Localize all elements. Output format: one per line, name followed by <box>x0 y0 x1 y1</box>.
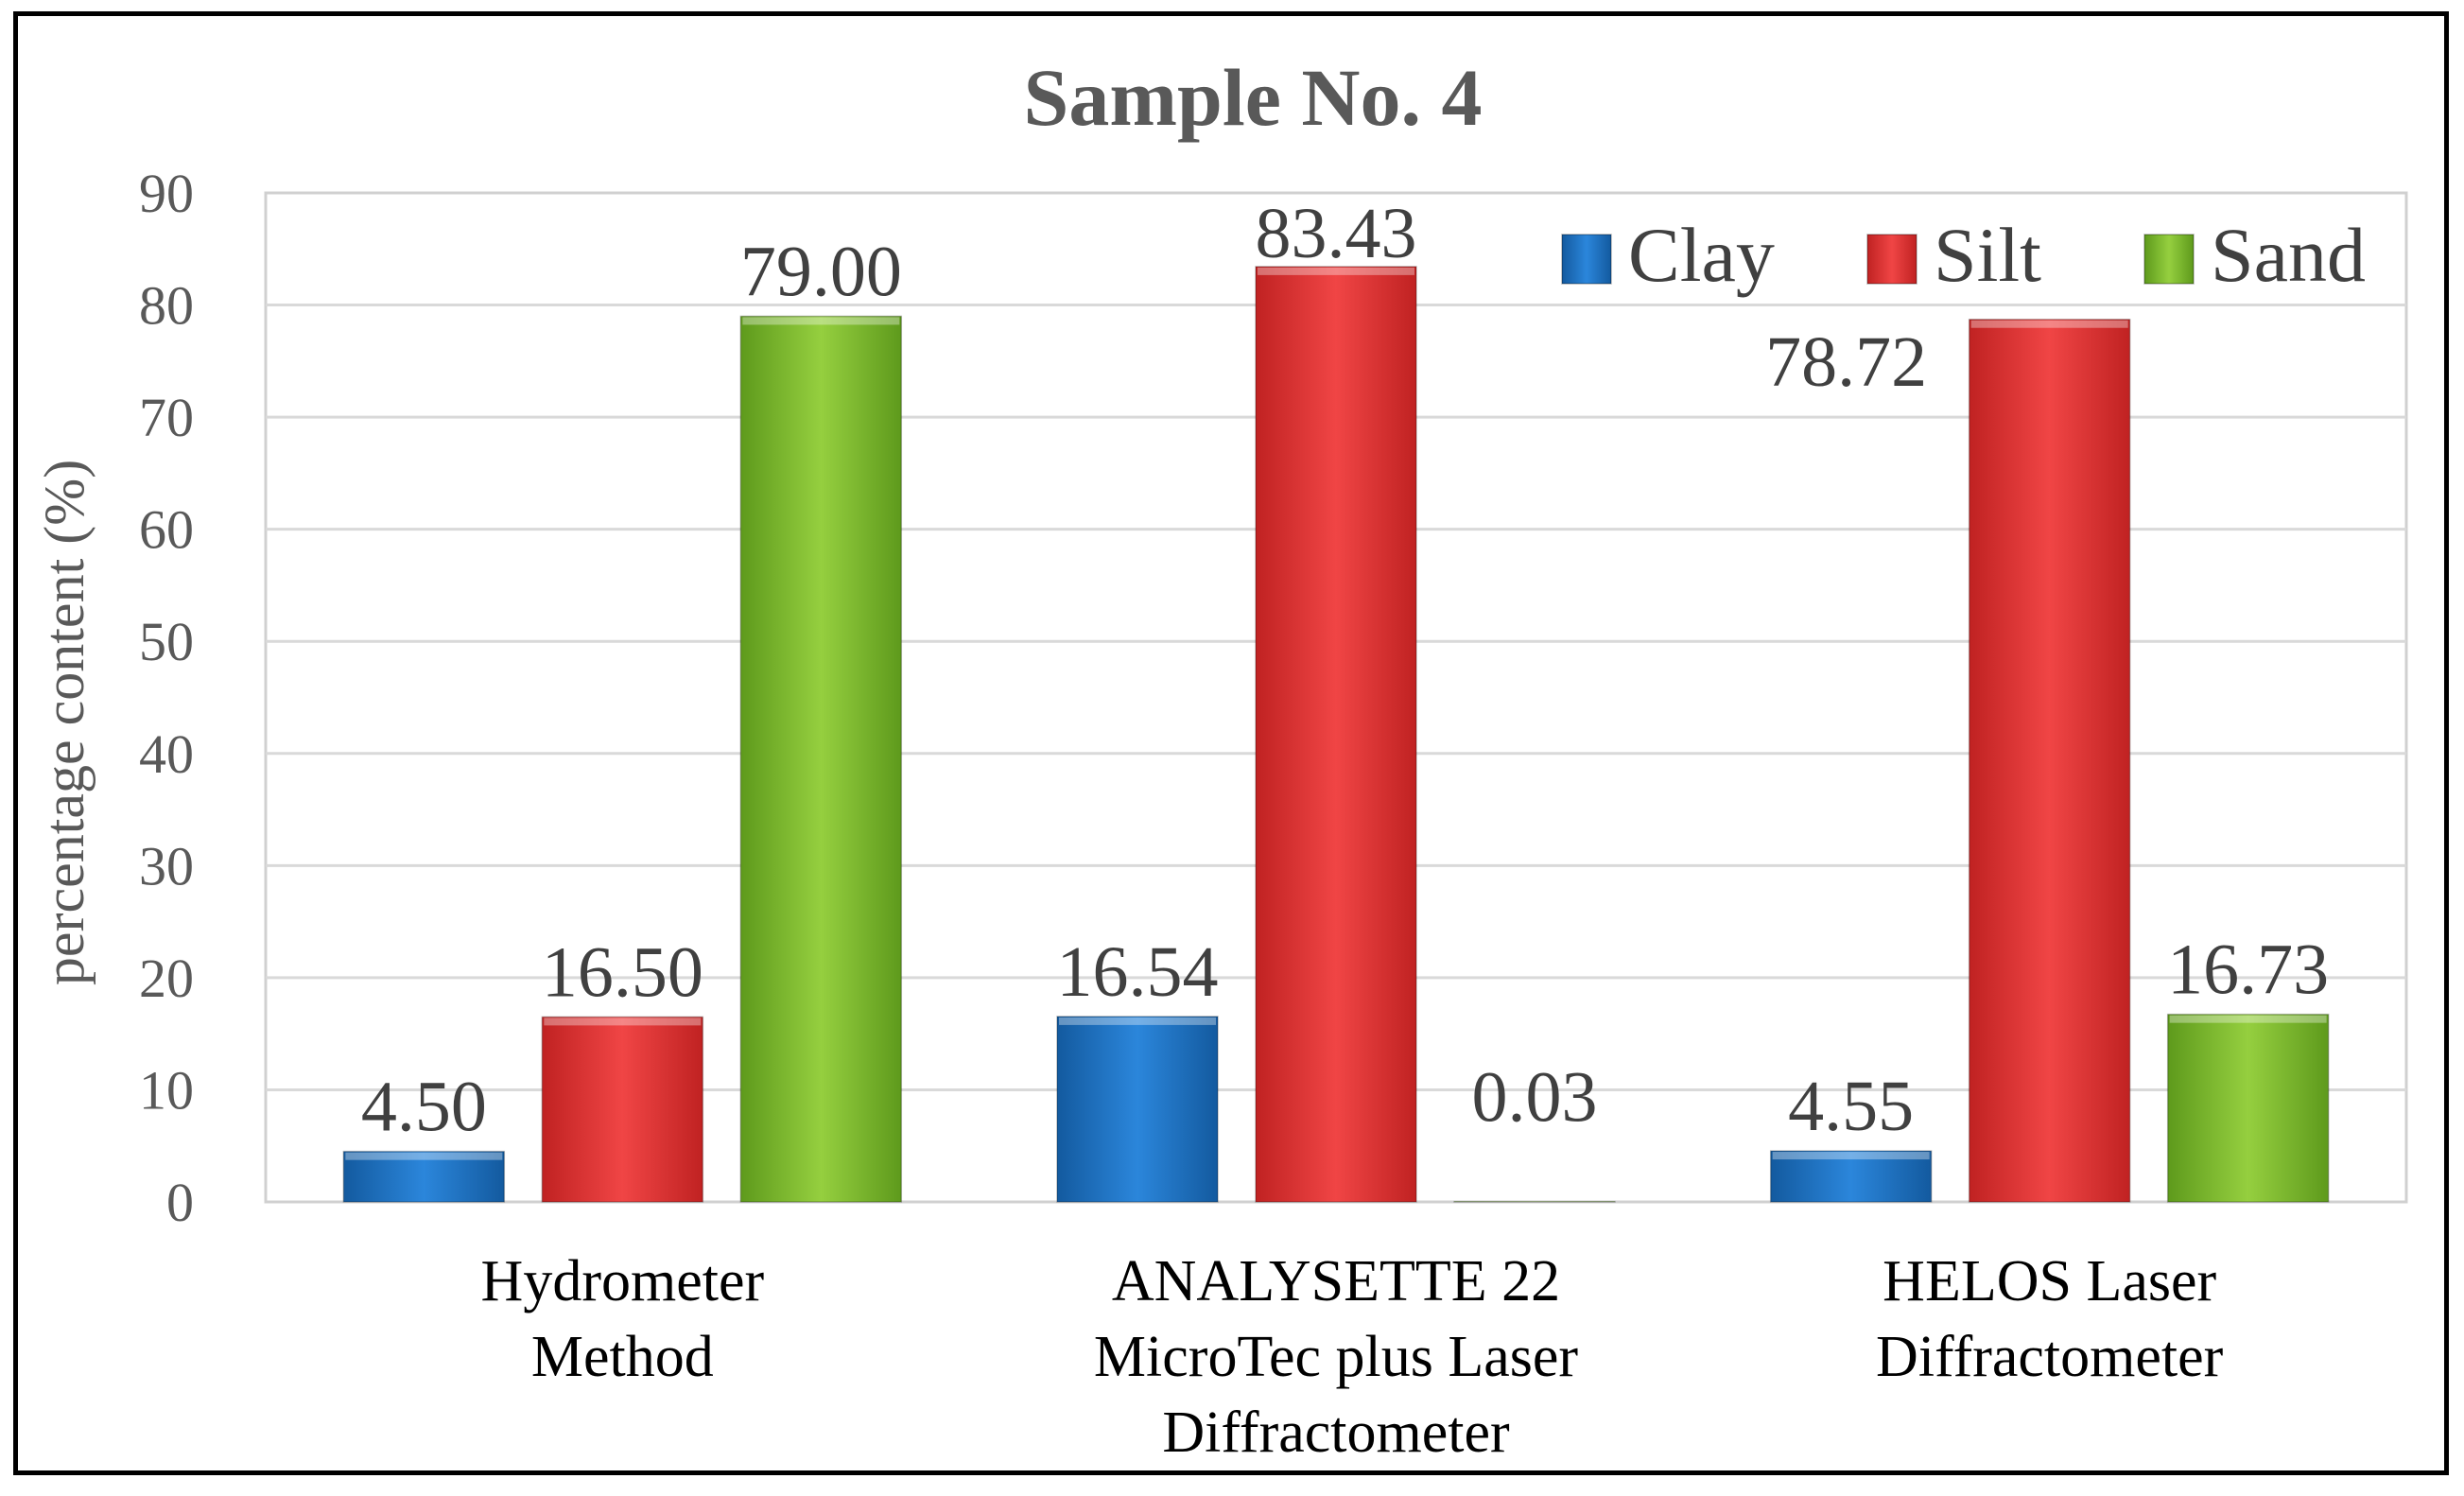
bar-highlight <box>1970 320 2128 328</box>
y-axis-ticks: 0 10 20 30 40 50 60 70 80 90 <box>139 163 194 1233</box>
y-tick-label: 40 <box>139 723 194 785</box>
bar-highlight <box>1772 1152 1930 1160</box>
legend-swatch-clay <box>1561 234 1612 285</box>
x-tick-label: ANALYSETTE 22 <box>1112 1249 1560 1313</box>
data-label: 4.55 <box>1788 1067 1914 1146</box>
y-tick-label: 60 <box>139 499 194 561</box>
x-tick-label: Diffractometer <box>1876 1325 2224 1389</box>
bars <box>342 266 2330 1203</box>
data-label: 4.50 <box>361 1068 487 1147</box>
bar-silt <box>541 1016 704 1203</box>
data-label: 78.72 <box>1765 322 1927 402</box>
bar-clay <box>1056 1016 1219 1203</box>
bar-highlight <box>345 1152 503 1160</box>
data-label: 0.03 <box>1472 1058 1598 1138</box>
bar-highlight <box>1258 267 1414 275</box>
y-tick-label: 20 <box>139 948 194 1009</box>
data-labels: 4.50 16.50 79.00 16.54 83.43 0.03 4.55 78.72 16.… <box>361 194 2329 1147</box>
legend: Clay Silt Sand <box>1561 212 2366 298</box>
x-tick-label: Diffractometer <box>1162 1400 1510 1465</box>
x-tick-label: MicroTec plus Laser <box>1094 1325 1578 1389</box>
y-tick-label: 0 <box>166 1172 194 1233</box>
bar-highlight <box>1059 1017 1216 1025</box>
bar-clay <box>342 1150 506 1203</box>
y-tick-label: 80 <box>139 275 194 337</box>
legend-swatch-silt <box>1866 234 1917 285</box>
legend-label-sand: Sand <box>2211 212 2366 298</box>
y-tick-label: 50 <box>139 611 194 672</box>
bar-highlight <box>742 317 900 325</box>
bar-clay <box>1769 1150 1933 1203</box>
data-label: 16.73 <box>2167 931 2329 1010</box>
y-tick-label: 70 <box>139 387 194 448</box>
x-tick-label: Hydrometer <box>481 1249 765 1313</box>
legend-label-clay: Clay <box>1628 212 1775 298</box>
bar-highlight <box>544 1018 702 1026</box>
y-tick-label: 30 <box>139 835 194 896</box>
x-tick-label: HELOS Laser <box>1883 1249 2216 1313</box>
data-label: 79.00 <box>740 232 902 311</box>
bar-silt <box>1255 266 1417 1203</box>
bar-silt <box>1968 318 2131 1203</box>
legend-swatch-sand <box>2143 234 2195 285</box>
y-tick-label: 10 <box>139 1059 194 1121</box>
legend-label-silt: Silt <box>1934 212 2041 298</box>
data-label: 16.50 <box>542 932 703 1012</box>
bar-sand <box>739 315 903 1203</box>
bar-highlight <box>2169 1015 2327 1023</box>
chart-title: Sample No. 4 <box>1024 52 1483 143</box>
data-label: 83.43 <box>1256 194 1417 273</box>
y-tick-label: 90 <box>139 163 194 224</box>
data-label: 16.54 <box>1057 932 1219 1012</box>
x-axis-labels: Hydrometer Method ANALYSETTE 22 MicroTec pl… <box>481 1249 2224 1465</box>
bar-sand <box>2166 1013 2330 1203</box>
y-axis-label: percentage content (%) <box>33 460 95 985</box>
x-tick-label: Method <box>531 1325 714 1389</box>
